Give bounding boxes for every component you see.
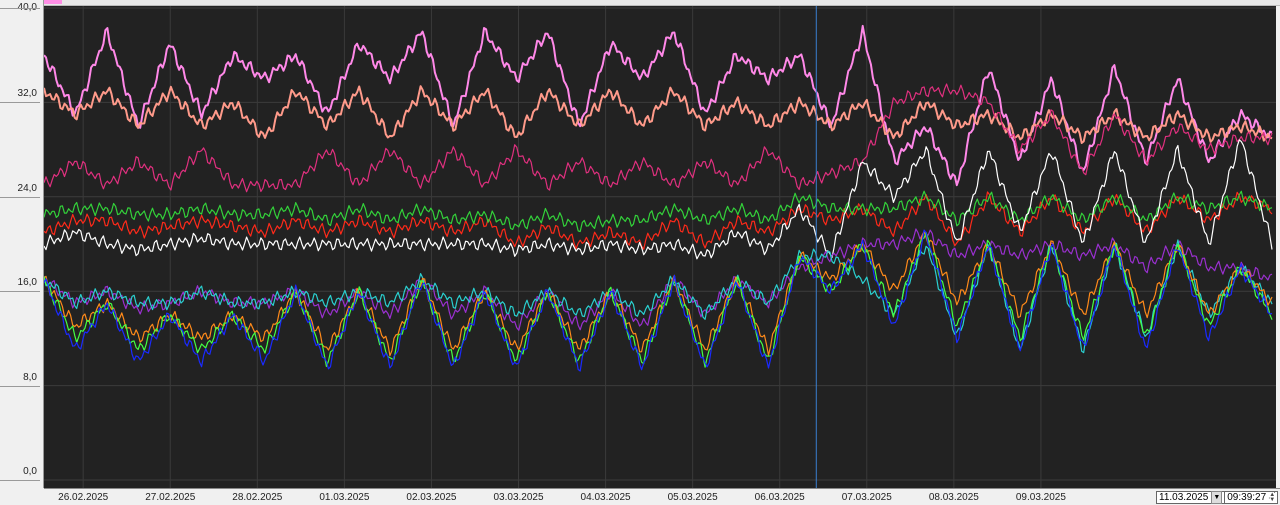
y-tick-mark (0, 102, 40, 104)
series-line-3 (43, 191, 1273, 250)
top-toolbar (0, 0, 1280, 6)
y-tick-mark (0, 196, 40, 198)
y-tick-label: 16,0 (17, 277, 37, 289)
series-color-swatch[interactable] (42, 0, 62, 4)
date-value: 11.03.2025 (1159, 492, 1209, 503)
y-tick-mark (0, 480, 40, 481)
x-axis: 26.02.2025 27.02.2025 28.02.2025 01.03.2025… (44, 488, 1280, 505)
y-tick-label: 8,0 (23, 371, 37, 383)
y-tick-label: 24,0 (17, 182, 37, 194)
x-tick-label: 06.03.2025 (754, 492, 805, 503)
series-line-2 (43, 83, 1273, 193)
y-tick-label: 32,0 (17, 88, 37, 100)
y-tick-mark (0, 8, 40, 9)
dropdown-arrow-icon[interactable]: ▼ (1211, 491, 1223, 504)
series-line-7 (43, 239, 1273, 354)
x-tick-label: 05.03.2025 (667, 492, 718, 503)
datetime-picker: 11.03.2025 ▼ 09:39:27 ▲ ▼ (1156, 491, 1279, 504)
y-axis: 40,0 32,0 24,0 16,0 8,0 0,0 (0, 0, 44, 488)
y-tick-mark (0, 385, 40, 387)
spinner-icon[interactable]: ▲ ▼ (1269, 491, 1276, 503)
date-field[interactable]: 11.03.2025 ▼ (1156, 491, 1226, 504)
x-tick-label: 02.03.2025 (406, 492, 457, 503)
time-field[interactable]: 09:39:27 ▲ ▼ (1225, 491, 1279, 504)
time-value: 09:39:27 (1227, 492, 1267, 503)
x-tick-label: 08.03.2025 (928, 492, 979, 503)
series-line-0 (43, 24, 1273, 187)
series-line-4 (43, 190, 1273, 233)
x-tick-label: 28.02.2025 (232, 492, 283, 503)
x-tick-label: 09.03.2025 (1015, 492, 1066, 503)
series-line-5 (43, 139, 1273, 260)
series-line-1 (43, 85, 1273, 144)
x-tick-label: 04.03.2025 (580, 492, 631, 503)
y-tick-label: 40,0 (18, 2, 37, 14)
x-tick-label: 01.03.2025 (319, 492, 370, 503)
series-line-6 (43, 228, 1273, 331)
x-tick-label: 27.02.2025 (145, 492, 196, 503)
y-tick-mark (0, 291, 40, 293)
plot-area[interactable] (43, 6, 1276, 488)
chart-svg (43, 6, 1276, 488)
y-tick-label: 0,0 (23, 466, 37, 477)
x-tick-label: 26.02.2025 (58, 492, 109, 503)
series-line-10 (43, 229, 1273, 372)
x-tick-label: 03.03.2025 (493, 492, 544, 503)
series-line-8 (43, 230, 1273, 357)
resize-grip-icon[interactable]: ⋰ (1268, 491, 1276, 500)
x-tick-label: 07.03.2025 (841, 492, 892, 503)
